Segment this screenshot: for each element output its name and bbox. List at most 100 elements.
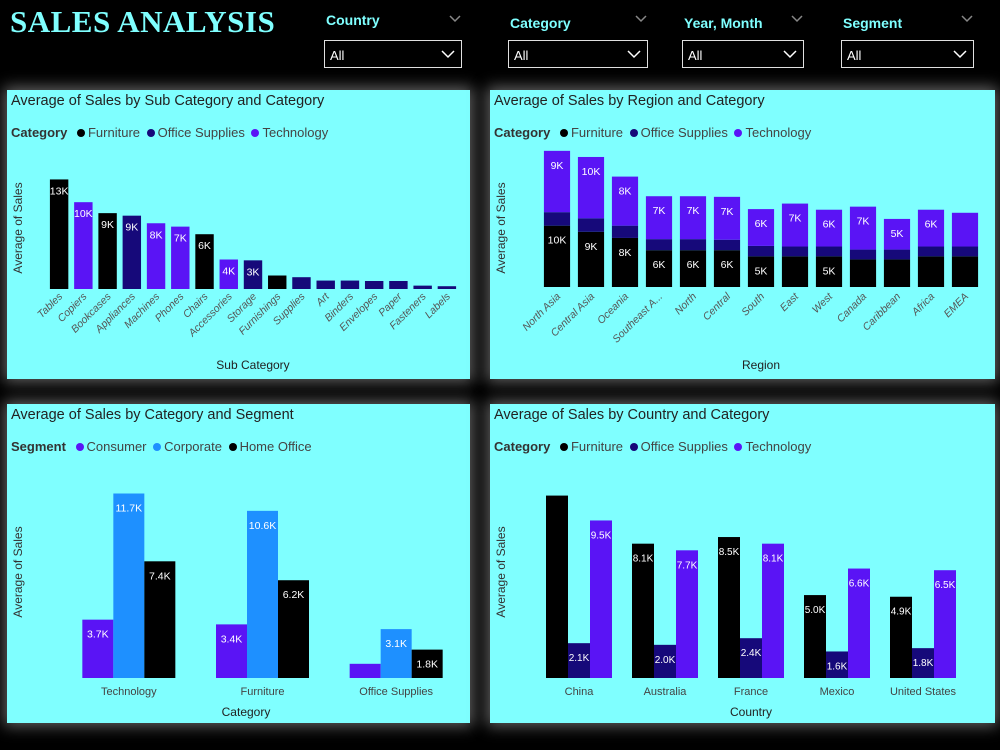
data-label: 4.9K bbox=[891, 607, 912, 618]
legend-dot-icon bbox=[559, 443, 568, 451]
chart-title: Average of Sales by Country and Category bbox=[494, 407, 770, 423]
x-tick-label: China bbox=[565, 686, 595, 698]
bar-caribbean-office-supplies bbox=[883, 249, 911, 260]
bar-central-asia-furniture bbox=[577, 231, 605, 287]
data-label: 5K bbox=[823, 265, 836, 277]
legend-item-office-supplies[interactable]: Office Supplies bbox=[146, 125, 245, 140]
data-label: 6K bbox=[721, 259, 734, 271]
bar-canada-furniture bbox=[849, 259, 877, 287]
chevron-down-icon[interactable] bbox=[448, 12, 462, 26]
data-label: 6K bbox=[198, 240, 211, 252]
data-label: 8K bbox=[619, 186, 632, 198]
data-label: 8K bbox=[150, 229, 163, 241]
data-label: 9.5K bbox=[591, 530, 612, 541]
x-axis-title: Region bbox=[742, 358, 780, 372]
legend-dot-icon bbox=[75, 443, 84, 451]
x-tick-label: West bbox=[810, 290, 836, 316]
bar-technology-home-office bbox=[144, 561, 176, 678]
legend-label: Consumer bbox=[86, 439, 147, 454]
x-tick-label: East bbox=[778, 290, 802, 314]
chevron-down-icon[interactable] bbox=[790, 12, 804, 26]
data-label: 7.7K bbox=[677, 560, 698, 571]
bar-north-office-supplies bbox=[679, 239, 707, 251]
data-label: 10.6K bbox=[249, 520, 276, 532]
legend-item-office-supplies[interactable]: Office Supplies bbox=[629, 439, 728, 454]
legend-item-technology[interactable]: Technology bbox=[734, 125, 811, 140]
legend-item-technology[interactable]: Technology bbox=[734, 439, 811, 454]
y-axis-title: Average of Sales bbox=[494, 526, 508, 617]
bar-china-office-supplies bbox=[568, 643, 590, 678]
data-label: 7K bbox=[789, 213, 802, 225]
legend-label: Office Supplies bbox=[157, 125, 245, 140]
bar-accessories bbox=[219, 259, 238, 289]
data-label: 5K bbox=[891, 228, 904, 240]
year-month-dropdown[interactable]: All bbox=[682, 40, 804, 68]
legend-item-consumer[interactable]: Consumer bbox=[75, 439, 147, 454]
data-label: 7K bbox=[687, 205, 700, 217]
legend: Category Furniture Office Supplies Techn… bbox=[494, 439, 814, 454]
data-label: 6K bbox=[823, 219, 836, 231]
legend-dot-icon bbox=[734, 129, 743, 137]
chevron-down-icon[interactable] bbox=[634, 12, 648, 26]
year-month-dropdown-value: All bbox=[688, 48, 703, 63]
bar-france-furniture bbox=[718, 537, 740, 678]
data-label: 2.0K bbox=[655, 655, 676, 666]
legend-label: Furniture bbox=[570, 439, 624, 454]
x-tick-label: Art bbox=[313, 290, 332, 309]
subcategory-chart: 13KTables10KCopiers9KBookcases9KApplianc… bbox=[11, 179, 457, 372]
data-label: 1.6K bbox=[827, 661, 848, 672]
legend-item-office-supplies[interactable]: Office Supplies bbox=[629, 125, 728, 140]
region-chart-panel: 10K 9K North Asia 9K 10K Central Asia 8K 8K Ocea… bbox=[490, 90, 995, 379]
legend-item-home-office[interactable]: Home Office bbox=[228, 439, 312, 454]
data-label: 1.8K bbox=[416, 659, 438, 671]
bar-north-asia-furniture bbox=[543, 225, 571, 287]
data-label: 7K bbox=[857, 216, 870, 228]
legend-dot-icon bbox=[734, 443, 743, 451]
data-label: 7K bbox=[653, 205, 666, 217]
legend-label: Furniture bbox=[570, 125, 624, 140]
legend: Category Furniture Office Supplies Techn… bbox=[11, 125, 331, 140]
bar-office-supplies-home-office bbox=[411, 649, 443, 678]
data-label: 8K bbox=[619, 247, 632, 259]
country-dropdown[interactable]: All bbox=[324, 40, 462, 68]
bar-caribbean-furniture bbox=[883, 259, 911, 287]
legend: Segment Consumer Corporate Home Office bbox=[11, 439, 315, 454]
bar-mexico-technology bbox=[848, 568, 870, 678]
bar-art bbox=[316, 280, 335, 289]
data-label: 9K bbox=[101, 219, 114, 231]
bar-central-furniture bbox=[713, 250, 741, 287]
legend-label: Office Supplies bbox=[640, 125, 728, 140]
legend-dot-icon bbox=[153, 443, 162, 451]
bar-united-states-technology bbox=[934, 570, 956, 678]
chevron-down-icon bbox=[783, 50, 797, 59]
legend-item-furniture[interactable]: Furniture bbox=[559, 125, 624, 140]
bar-united-states-office-supplies bbox=[912, 648, 934, 678]
bar-southeast-a-office-supplies bbox=[645, 239, 673, 251]
chart-title: Average of Sales by Category and Segment bbox=[11, 407, 294, 423]
country-chart: 2.1K 9.5K China 8.1K 2.0K 7.7K Australia 8.5K 2.… bbox=[494, 495, 957, 719]
subcategory-chart-panel: 13K Tables 10K Copiers 9K Bookcases 9K Applianc… bbox=[7, 90, 470, 379]
legend-item-furniture[interactable]: Furniture bbox=[559, 439, 624, 454]
bar-furnishings bbox=[268, 275, 287, 289]
bar-copiers bbox=[74, 202, 93, 289]
segment-dropdown[interactable]: All bbox=[841, 40, 974, 68]
bar-china-furniture bbox=[546, 495, 568, 678]
legend-item-technology[interactable]: Technology bbox=[251, 125, 328, 140]
legend-item-furniture[interactable]: Furniture bbox=[76, 125, 140, 140]
bar-east-furniture bbox=[781, 256, 809, 287]
chevron-down-icon bbox=[953, 50, 967, 59]
x-tick-label: Office Supplies bbox=[359, 686, 433, 698]
data-label: 6.5K bbox=[935, 580, 956, 591]
data-label: 2.1K bbox=[569, 653, 590, 664]
bar-africa-technology bbox=[917, 209, 945, 247]
category-dropdown[interactable]: All bbox=[508, 40, 648, 68]
legend-dot-icon bbox=[629, 129, 638, 137]
data-label: 8.1K bbox=[763, 554, 784, 565]
bar-united-states-furniture bbox=[890, 596, 912, 678]
bar-technology-consumer bbox=[82, 619, 114, 678]
legend-item-corporate[interactable]: Corporate bbox=[153, 439, 222, 454]
bar-phones bbox=[171, 226, 190, 289]
bar-west-office-supplies bbox=[815, 246, 843, 257]
chevron-down-icon[interactable] bbox=[960, 12, 974, 26]
